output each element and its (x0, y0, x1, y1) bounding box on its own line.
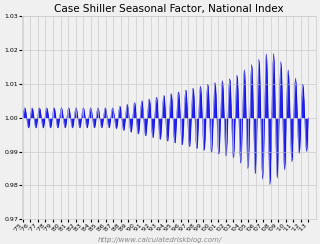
Title: Case Shiller Seasonal Factor, National Index: Case Shiller Seasonal Factor, National I… (54, 4, 284, 14)
Text: http://www.calculatedriskblog.com/: http://www.calculatedriskblog.com/ (98, 237, 222, 243)
